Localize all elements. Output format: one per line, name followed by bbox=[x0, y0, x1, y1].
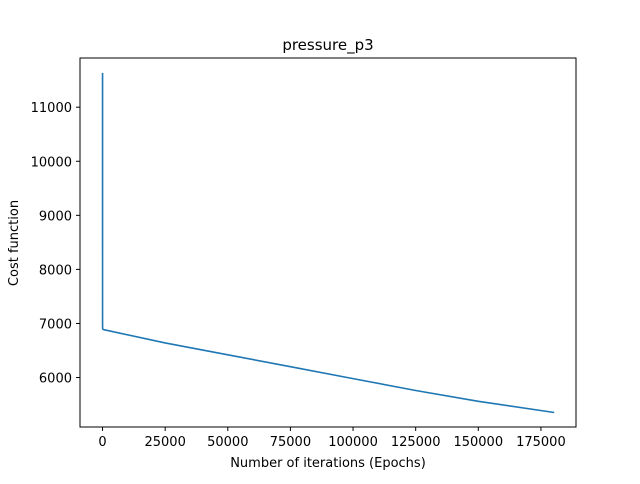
chart-title: pressure_p3 bbox=[282, 36, 373, 55]
x-axis-label: Number of iterations (Epochs) bbox=[230, 456, 426, 471]
series-line-1 bbox=[101, 72, 555, 414]
axis-ticks: 0 25000 50000 75000 100000 125000 150000 175000… bbox=[31, 101, 566, 450]
x-tick-label: 125000 bbox=[391, 435, 441, 450]
x-tick-label: 50000 bbox=[207, 435, 248, 450]
y-tick-label: 8000 bbox=[39, 263, 72, 278]
y-tick-label: 7000 bbox=[39, 317, 72, 332]
plot-area bbox=[101, 72, 555, 414]
y-tick-label: 11000 bbox=[31, 101, 72, 116]
x-tick-label: 25000 bbox=[144, 435, 185, 450]
x-tick-label: 75000 bbox=[270, 435, 311, 450]
x-tick-label: 0 bbox=[98, 435, 106, 450]
x-tick-label: 150000 bbox=[453, 435, 503, 450]
y-axis-label: Cost function bbox=[7, 200, 22, 286]
y-tick-label: 9000 bbox=[39, 209, 72, 224]
y-tick-label: 10000 bbox=[31, 155, 72, 170]
plot-frame bbox=[79, 57, 577, 428]
y-tick-label: 6000 bbox=[39, 372, 72, 387]
x-tick-label: 100000 bbox=[328, 435, 378, 450]
x-tick-label: 175000 bbox=[516, 435, 566, 450]
